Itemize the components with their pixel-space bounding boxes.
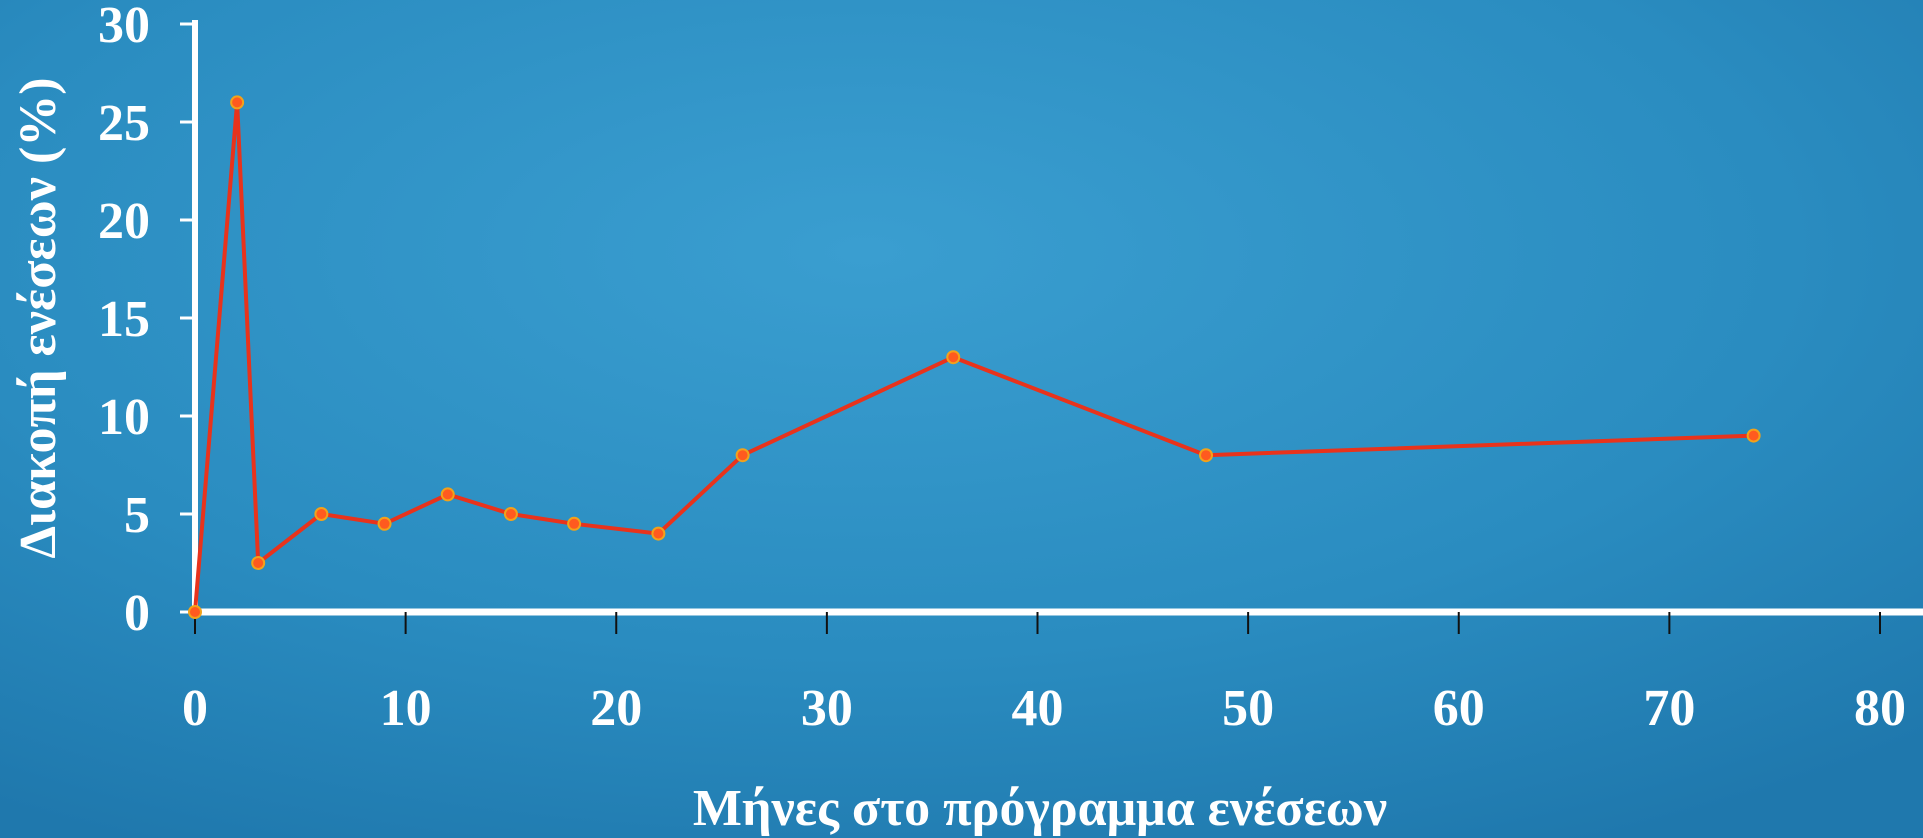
data-point	[251, 556, 266, 570]
y-axis-label: Διακοπή ενέσεων (%)	[10, 77, 67, 558]
x-tick-label: 0	[182, 680, 208, 737]
data-point	[314, 507, 329, 521]
y-tick-label: 10	[98, 389, 150, 446]
x-tick-label: 70	[1643, 680, 1695, 737]
x-tick-label: 40	[1012, 680, 1064, 737]
x-tick-label: 10	[380, 680, 432, 737]
x-tick-label: 50	[1222, 680, 1274, 737]
y-tick-label: 20	[98, 193, 150, 250]
x-tick-label: 20	[590, 680, 642, 737]
data-point	[230, 95, 245, 110]
y-tick-label: 30	[98, 0, 150, 54]
data-point	[377, 516, 392, 531]
data-point	[651, 526, 666, 541]
data-point	[735, 448, 750, 463]
data-point	[188, 605, 202, 619]
data-point	[1746, 428, 1761, 443]
data-point	[503, 507, 518, 521]
y-tick-label: 5	[124, 487, 150, 544]
series-group	[188, 95, 1761, 619]
x-axis-label: Μήνες στο πρόγραμμα ενέσεων	[693, 780, 1387, 837]
data-point	[567, 516, 582, 531]
x-tick-label: 80	[1854, 680, 1906, 737]
tick-group: 0 5 10 15 20 25 30 0 10 20 30 40 50 60 70 80	[98, 0, 1906, 737]
x-tick-label: 60	[1433, 680, 1485, 737]
y-tick-label: 0	[124, 585, 150, 642]
x-tick-label: 30	[801, 680, 853, 737]
y-tick-label: 15	[98, 291, 150, 348]
data-point	[1199, 448, 1213, 463]
y-tick-label: 25	[98, 95, 150, 152]
data-point	[440, 487, 455, 502]
data-point	[946, 350, 961, 365]
